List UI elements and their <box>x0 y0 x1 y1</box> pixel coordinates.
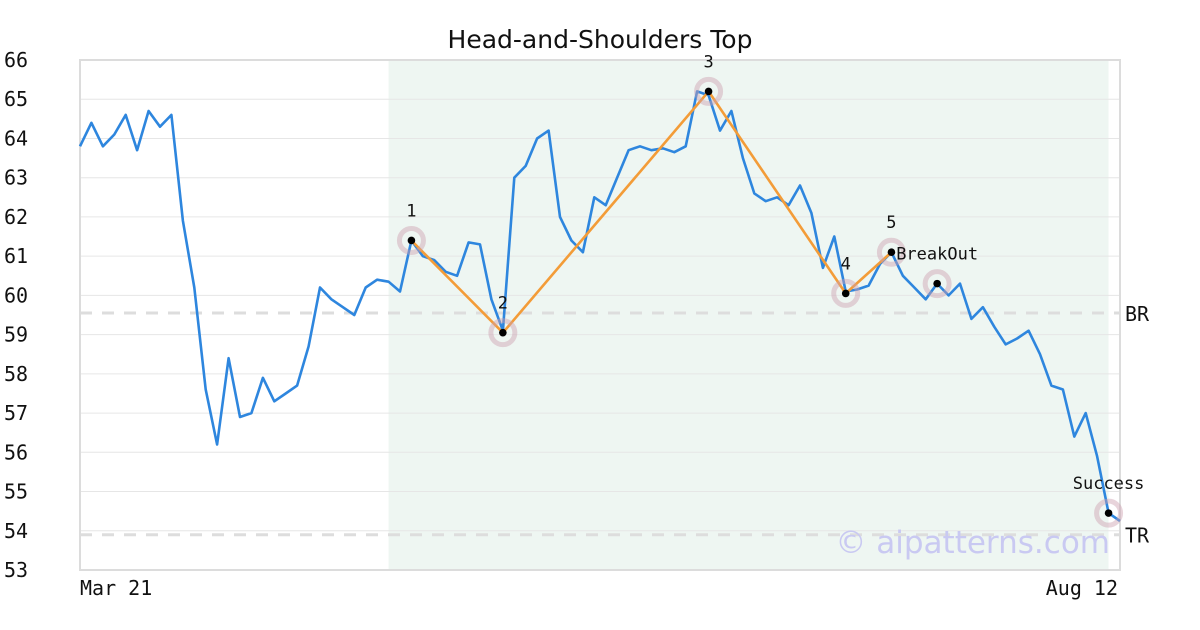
marker-breakout-halo <box>922 269 952 299</box>
pattern-point-label-3: 3 <box>703 52 713 72</box>
price-line <box>78 90 1121 523</box>
marker-breakout-dot <box>933 279 941 288</box>
level-label-tr: TR <box>1125 524 1150 548</box>
level-label-br: BR <box>1125 302 1150 326</box>
y-tick-label: 55 <box>4 480 28 504</box>
pattern-point-label-5: 5 <box>886 213 896 233</box>
x-tick-label-start: Mar 21 <box>80 576 152 600</box>
y-tick-label: 65 <box>4 87 28 111</box>
pattern-point-5-dot <box>887 248 896 257</box>
chart-title: Head-and-Shoulders Top <box>448 25 753 54</box>
pattern-point-1-dot <box>407 236 416 245</box>
plot-frame <box>79 59 1121 571</box>
y-tick-label: 64 <box>4 126 28 150</box>
pattern-point-4-halo <box>831 278 861 308</box>
y-tick-label: 56 <box>4 440 28 464</box>
marker-success-dot <box>1104 509 1113 517</box>
pattern-point-3-dot <box>704 87 713 96</box>
pattern-point-label-4: 4 <box>841 254 851 274</box>
y-tick-label: 59 <box>4 323 28 347</box>
pattern-point-1-halo <box>396 225 426 255</box>
marker-success-label: Success <box>1073 474 1145 494</box>
marker-success-halo <box>1094 498 1124 528</box>
y-tick-label: 53 <box>4 558 28 582</box>
pattern-point-label-1: 1 <box>406 201 416 221</box>
pattern-point-2-halo <box>488 318 518 348</box>
x-tick-label-end: Aug 12 <box>1046 576 1118 600</box>
pattern-point-2-dot <box>499 328 507 337</box>
y-tick-label: 58 <box>4 362 28 386</box>
y-tick-label: 60 <box>4 283 28 307</box>
y-tick-label: 63 <box>4 166 28 190</box>
y-tick-label: 54 <box>4 519 28 543</box>
pattern-point-label-2: 2 <box>498 294 508 314</box>
watermark: © aipatterns.com <box>835 525 1110 561</box>
pattern-point-4-dot <box>841 289 850 298</box>
pattern-point-5-halo <box>876 237 906 267</box>
y-tick-label: 57 <box>4 401 28 425</box>
y-tick-label: 62 <box>4 205 28 229</box>
y-tick-label: 61 <box>4 244 28 268</box>
y-tick-label: 66 <box>4 48 28 72</box>
marker-breakout-label: BreakOut <box>896 245 978 265</box>
pattern-point-3-halo <box>694 76 724 106</box>
